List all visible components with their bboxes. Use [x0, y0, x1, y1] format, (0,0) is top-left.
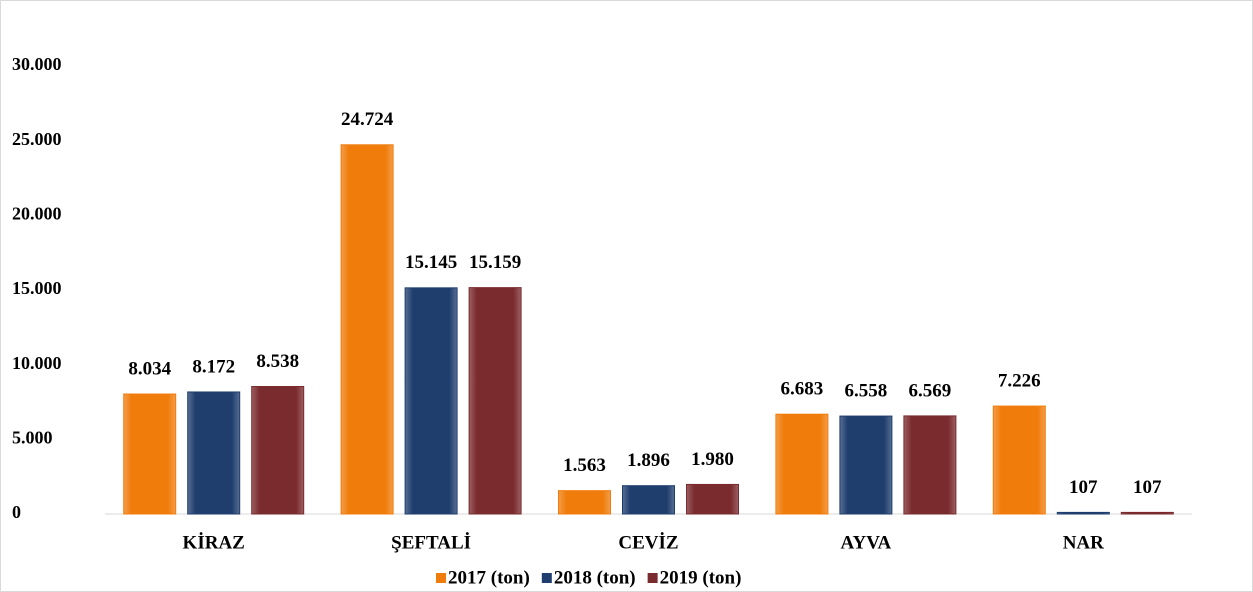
x-tick-label: NAR	[1063, 532, 1104, 553]
data-label: 6.558	[845, 380, 888, 401]
bar	[839, 415, 893, 515]
bar	[686, 483, 739, 515]
data-label: 107	[1133, 477, 1162, 498]
bar	[251, 385, 305, 515]
data-label: 24.724	[341, 109, 394, 130]
bar	[1120, 511, 1174, 515]
x-tick-label: ŞEFTALİ	[391, 532, 471, 553]
bar	[622, 485, 675, 515]
data-label: 107	[1069, 477, 1098, 498]
data-label: 8.034	[128, 358, 171, 379]
y-tick-label: 5.000	[12, 427, 53, 447]
data-label: 7.226	[998, 370, 1041, 391]
y-tick-label: 0	[12, 502, 21, 522]
legend-label: 2017 (ton)	[448, 567, 530, 588]
legend-swatch	[436, 573, 446, 583]
y-tick-label: 10.000	[12, 353, 62, 373]
y-tick-label: 30.000	[12, 54, 62, 74]
legend-label: 2019 (ton)	[660, 567, 742, 588]
x-tick-label: AYVA	[841, 532, 892, 553]
legend-label: 2018 (ton)	[554, 567, 636, 588]
data-label: 1.980	[691, 449, 734, 470]
data-label: 6.683	[781, 379, 824, 400]
bar	[775, 413, 829, 515]
data-label: 8.538	[256, 351, 299, 372]
data-label: 1.563	[563, 455, 606, 476]
data-label: 6.569	[909, 380, 952, 401]
x-tick-label: KİRAZ	[183, 532, 245, 553]
legend-swatch	[541, 573, 552, 583]
bar	[558, 490, 611, 515]
bar	[404, 287, 458, 515]
data-label: 15.159	[469, 252, 521, 273]
data-label: 1.896	[627, 450, 670, 471]
data-label: 15.145	[405, 252, 457, 273]
bar	[468, 287, 522, 515]
data-label: 8.172	[192, 356, 235, 377]
y-tick-label: 20.000	[12, 203, 62, 223]
legend-swatch	[647, 573, 658, 583]
x-tick-label: CEVİZ	[618, 532, 678, 553]
y-tick-label: 25.000	[12, 129, 62, 149]
bar	[123, 393, 177, 515]
bar	[1056, 511, 1110, 515]
bar	[903, 415, 957, 515]
bar	[340, 144, 394, 515]
bar	[992, 405, 1046, 515]
y-tick-label: 15.000	[12, 278, 62, 298]
bar	[187, 391, 241, 515]
